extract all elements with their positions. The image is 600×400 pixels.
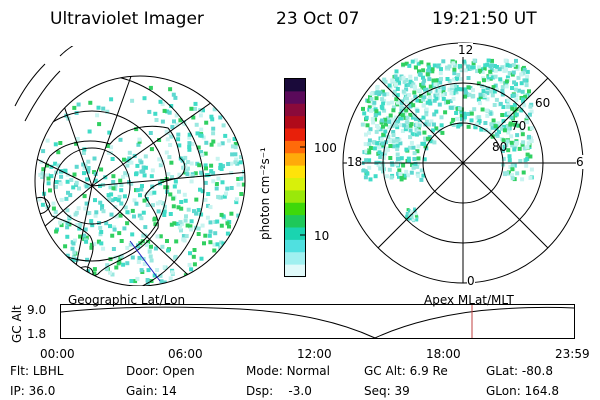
timeline-xtick-3: 18:00 [426, 347, 461, 361]
colorbar-cell [285, 190, 305, 204]
info-mode: Mode: Normal [246, 364, 330, 378]
instrument-title: Ultraviolet Imager [50, 9, 204, 29]
timeline-plot [60, 304, 575, 339]
mlat-label-80: 80 [492, 140, 508, 154]
info-dsp: Dsp: -3.0 [246, 384, 312, 398]
observation-time: 19:21:50 UT [432, 9, 537, 29]
colorbar-cell [285, 215, 305, 228]
colorbar [284, 78, 306, 278]
colorbar-cell [285, 165, 305, 179]
mlt-label-0: 0 [467, 274, 475, 288]
colorbar-cell [285, 264, 305, 278]
timeline-xtick-1: 06:00 [168, 347, 203, 361]
colorbar-cell [285, 202, 305, 216]
info-flt: Flt: LBHL [10, 364, 64, 378]
colorbar-cell [285, 91, 305, 105]
timeline-ytick-1-8: 1.8 [27, 327, 47, 341]
colorbar-cell [285, 252, 305, 266]
timeline-ytick-9: 9.0 [27, 303, 47, 317]
info-glat: GLat: -80.8 [486, 364, 553, 378]
colorbar-cell [285, 153, 305, 167]
colorbar-cell [285, 103, 305, 117]
timeline-xtick-2: 12:00 [297, 347, 332, 361]
info-gain: Gain: 14 [126, 384, 177, 398]
geographic-map [14, 46, 246, 286]
colorbar-cell [285, 239, 305, 253]
colorbar-cell [285, 79, 305, 92]
timeline-xtick-4: 23:59 [555, 347, 590, 361]
colorbar-cell [285, 227, 305, 241]
info-door: Door: Open [126, 364, 195, 378]
mlt-label-18: 18 [347, 155, 363, 169]
observation-date: 23 Oct 07 [276, 9, 360, 29]
info-gc-alt: GC Alt: 6.9 Re [364, 364, 448, 378]
info-ip: IP: 36.0 [10, 384, 56, 398]
colorbar-cell [285, 178, 305, 191]
mlat-map-label: Apex MLat/MLT [424, 293, 514, 307]
info-glon: GLon: 164.8 [486, 384, 559, 398]
right-aurora-pixels [360, 58, 534, 223]
colorbar-cell [285, 116, 305, 129]
mlt-label-12: 12 [458, 43, 474, 57]
mlat-mlt-map [342, 42, 584, 284]
colorbar-tick-100: 100 [314, 141, 337, 155]
mlt-label-6: 6 [576, 155, 584, 169]
timeline-ylabel: GC Alt [10, 305, 24, 343]
timeline-xtick-0: 00:00 [40, 347, 75, 361]
colorbar-label: photon cm⁻²s⁻¹ [258, 147, 272, 240]
info-seq: Seq: 39 [364, 384, 410, 398]
geographic-map-label: Geographic Lat/Lon [68, 293, 186, 307]
colorbar-tick-10: 10 [314, 229, 330, 243]
colorbar-cell [285, 128, 305, 142]
colorbar-cell [285, 140, 305, 154]
mlat-label-70: 70 [511, 119, 527, 133]
mlat-label-60: 60 [535, 96, 551, 110]
continent-outline [43, 125, 186, 277]
gc-alt-curve [60, 306, 575, 339]
